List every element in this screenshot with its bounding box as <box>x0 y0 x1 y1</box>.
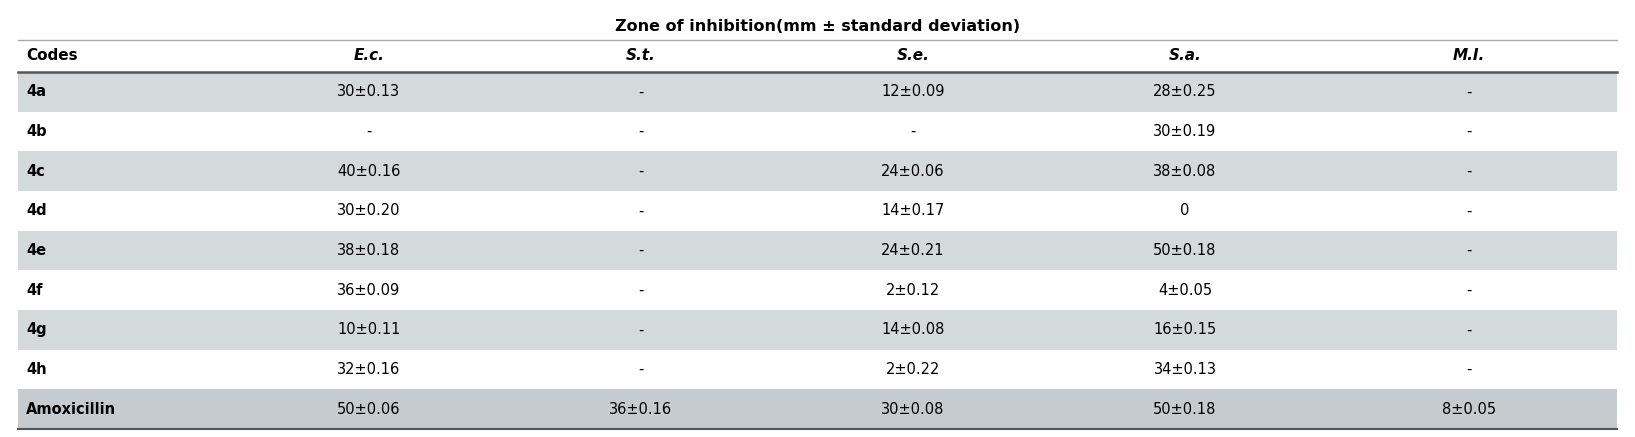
Text: 4c: 4c <box>26 164 44 179</box>
Text: -: - <box>1467 84 1472 99</box>
Text: -: - <box>1467 203 1472 218</box>
Text: -: - <box>911 124 916 139</box>
Text: -: - <box>638 362 644 377</box>
Text: 32±0.16: 32±0.16 <box>337 362 401 377</box>
Text: -: - <box>638 203 644 218</box>
Text: 10±0.11: 10±0.11 <box>337 323 401 337</box>
Text: E.c.: E.c. <box>353 49 384 63</box>
Text: M.I.: M.I. <box>1454 49 1485 63</box>
Text: 4f: 4f <box>26 283 43 298</box>
Bar <box>18 112 1617 151</box>
Text: -: - <box>1467 243 1472 258</box>
Text: S.e.: S.e. <box>896 49 929 63</box>
Text: 4a: 4a <box>26 84 46 99</box>
Text: Amoxicillin: Amoxicillin <box>26 402 116 416</box>
Text: -: - <box>638 164 644 179</box>
Text: -: - <box>1467 283 1472 298</box>
Text: 40±0.16: 40±0.16 <box>337 164 401 179</box>
Text: Zone of inhibition(mm ± standard deviation): Zone of inhibition(mm ± standard deviati… <box>615 19 1020 34</box>
Text: 4±0.05: 4±0.05 <box>1158 283 1212 298</box>
Bar <box>18 271 1617 310</box>
Text: 14±0.08: 14±0.08 <box>881 323 945 337</box>
Text: 4e: 4e <box>26 243 46 258</box>
Text: 30±0.08: 30±0.08 <box>881 402 945 416</box>
Text: 30±0.19: 30±0.19 <box>1153 124 1216 139</box>
Bar <box>18 191 1617 231</box>
Text: -: - <box>638 243 644 258</box>
Text: 36±0.09: 36±0.09 <box>337 283 401 298</box>
Text: 38±0.08: 38±0.08 <box>1153 164 1216 179</box>
Text: 4d: 4d <box>26 203 47 218</box>
Text: S.a.: S.a. <box>1169 49 1202 63</box>
Text: 0: 0 <box>1180 203 1190 218</box>
Text: 34±0.13: 34±0.13 <box>1154 362 1216 377</box>
Text: 12±0.09: 12±0.09 <box>881 84 945 99</box>
Bar <box>18 72 1617 112</box>
Bar <box>18 389 1617 429</box>
Text: 24±0.21: 24±0.21 <box>881 243 945 258</box>
Text: 50±0.18: 50±0.18 <box>1153 402 1216 416</box>
Text: -: - <box>1467 164 1472 179</box>
Text: 50±0.18: 50±0.18 <box>1153 243 1216 258</box>
Text: -: - <box>1467 362 1472 377</box>
Bar <box>18 151 1617 191</box>
Text: -: - <box>638 124 644 139</box>
Text: 16±0.15: 16±0.15 <box>1153 323 1216 337</box>
Text: 30±0.20: 30±0.20 <box>337 203 401 218</box>
Text: -: - <box>1467 323 1472 337</box>
Text: -: - <box>366 124 371 139</box>
Text: 14±0.17: 14±0.17 <box>881 203 945 218</box>
Text: -: - <box>638 283 644 298</box>
Text: Codes: Codes <box>26 49 77 63</box>
Text: -: - <box>1467 124 1472 139</box>
Bar <box>18 310 1617 350</box>
Text: 4b: 4b <box>26 124 47 139</box>
Text: 4g: 4g <box>26 323 47 337</box>
Text: -: - <box>638 84 644 99</box>
Text: 4h: 4h <box>26 362 47 377</box>
Text: 8±0.05: 8±0.05 <box>1442 402 1496 416</box>
Text: 38±0.18: 38±0.18 <box>337 243 401 258</box>
Text: 28±0.25: 28±0.25 <box>1153 84 1216 99</box>
Text: S.t.: S.t. <box>626 49 656 63</box>
Text: 36±0.16: 36±0.16 <box>610 402 672 416</box>
Text: 2±0.12: 2±0.12 <box>886 283 940 298</box>
Text: 30±0.13: 30±0.13 <box>337 84 401 99</box>
Text: 50±0.06: 50±0.06 <box>337 402 401 416</box>
Text: 24±0.06: 24±0.06 <box>881 164 945 179</box>
Text: 2±0.22: 2±0.22 <box>886 362 940 377</box>
Bar <box>18 231 1617 271</box>
Bar <box>18 350 1617 389</box>
Text: -: - <box>638 323 644 337</box>
